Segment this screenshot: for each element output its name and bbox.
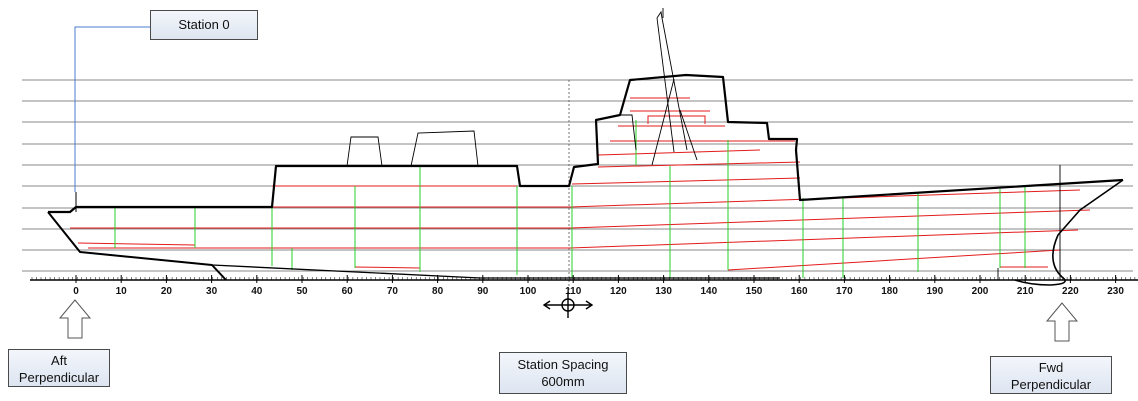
grid-lines [22, 79, 1133, 272]
tick-label-90: 90 [477, 286, 489, 297]
station0-label: Station 0 [178, 17, 230, 32]
tick-label-130: 130 [655, 286, 672, 297]
tick-label-0: 0 [73, 286, 79, 297]
tick-label-190: 190 [926, 286, 943, 297]
tick-label-140: 140 [700, 286, 717, 297]
tick-label-60: 60 [342, 286, 354, 297]
tick-label-110: 110 [565, 286, 582, 297]
tick-label-160: 160 [791, 286, 808, 297]
fwd-up-arrow-icon [1045, 302, 1079, 342]
midship-symbol [542, 292, 594, 318]
tick-label-30: 30 [206, 286, 218, 297]
tick-label-50: 50 [296, 286, 308, 297]
fwd-label-line1: Fwd [1038, 360, 1064, 375]
tick-label-80: 80 [432, 286, 444, 297]
station0-callout: Station 0 [150, 10, 258, 40]
tick-label-200: 200 [972, 286, 989, 297]
aft-label-line2: Perpendicular [18, 370, 100, 385]
aft-up-arrow-icon [58, 299, 92, 339]
spacing-label-line1: Station Spacing [517, 357, 609, 372]
tick-label-70: 70 [387, 286, 399, 297]
fwd-perpendicular-callout: Fwd Perpendicular [990, 356, 1112, 394]
spacing-label-line2: 600mm [541, 374, 585, 389]
station-spacing-callout: Station Spacing 600mm [499, 352, 627, 394]
baseline-axis: 0 10 20 30 40 50 60 70 80 90 100 110 120 130 140 150 160… [30, 275, 1138, 297]
hull-outline [47, 73, 1124, 286]
tick-label-150: 150 [746, 286, 763, 297]
tick-label-170: 170 [836, 286, 853, 297]
tick-label-210: 210 [1017, 286, 1034, 297]
aft-perpendicular-callout: Aft Perpendicular [8, 349, 110, 387]
frame-lines [114, 120, 1026, 278]
tick-label-120: 120 [610, 286, 627, 297]
tick-label-20: 20 [161, 286, 173, 297]
fwd-label-line2: Perpendicular [1010, 377, 1092, 392]
tick-label-100: 100 [520, 286, 537, 297]
waterlines [70, 97, 1091, 271]
aft-label-line1: Aft [51, 353, 67, 368]
mast-lines [346, 8, 1061, 280]
tick-label-220: 220 [1062, 286, 1079, 297]
tick-label-180: 180 [881, 286, 898, 297]
station0-leader-line [74, 26, 150, 192]
tick-label-10: 10 [116, 286, 128, 297]
tick-label-40: 40 [251, 286, 263, 297]
tick-label-230: 230 [1107, 286, 1124, 297]
